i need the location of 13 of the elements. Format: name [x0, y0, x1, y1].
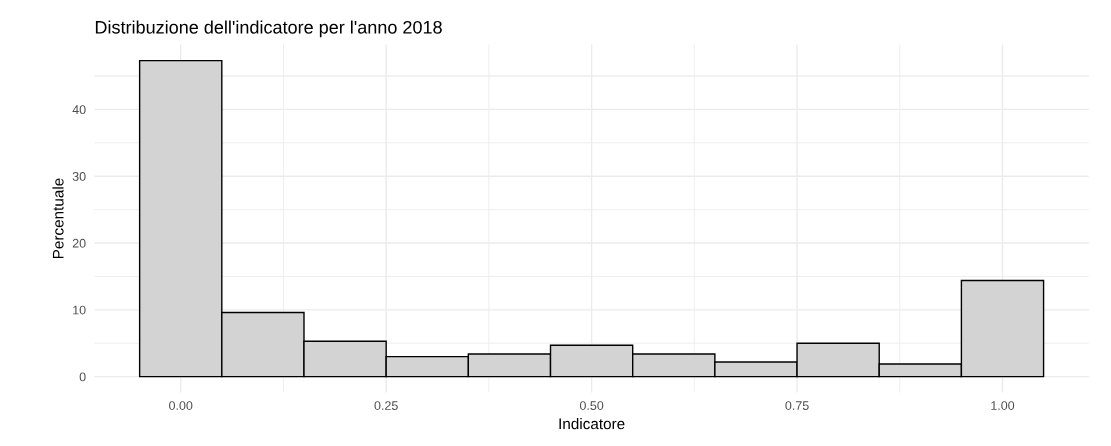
y-tick-label: 10 [73, 305, 86, 315]
x-tick-label: 0.00 [169, 401, 193, 410]
y-axis-title: Percentuale [52, 178, 64, 259]
x-tick-label: 0.75 [785, 401, 809, 410]
chart-title: Distribuzione dell'indicatore per l'anno 2018 [95, 20, 442, 38]
y-tick-label: 30 [72, 172, 86, 181]
y-tick-label: 0 [79, 372, 86, 382]
x-axis-title: Indicatore [559, 418, 625, 430]
y-tick-label: 40 [72, 105, 86, 115]
x-tick-label: 1.00 [991, 401, 1015, 410]
x-tick-label: 0.25 [374, 401, 398, 410]
y-tick-label: 20 [72, 238, 86, 248]
x-tick-label: 0.50 [579, 401, 604, 410]
